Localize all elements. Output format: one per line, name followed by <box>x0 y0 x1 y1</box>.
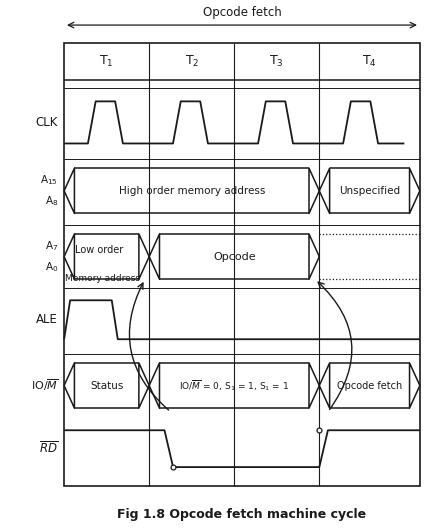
Text: A$_{7}$: A$_{7}$ <box>45 239 58 253</box>
Text: T$_4$: T$_4$ <box>362 54 377 69</box>
Text: A$_{8}$: A$_{8}$ <box>45 195 58 208</box>
Text: IO/$\overline{M}$ = 0, S$_1$ = 1, S$_1$ = 1: IO/$\overline{M}$ = 0, S$_1$ = 1, S$_1$ … <box>179 378 289 393</box>
Text: Low order: Low order <box>75 245 123 256</box>
Text: Status: Status <box>90 380 123 390</box>
Text: T$_3$: T$_3$ <box>269 54 284 69</box>
Text: T$_2$: T$_2$ <box>184 54 199 69</box>
Text: A$_{15}$: A$_{15}$ <box>40 174 58 187</box>
Text: High order memory address: High order memory address <box>119 186 265 196</box>
Text: $\overline{RD}$: $\overline{RD}$ <box>39 441 58 457</box>
Text: ALE: ALE <box>36 313 58 326</box>
Text: Opcode: Opcode <box>213 252 256 262</box>
Bar <box>64 43 420 486</box>
Text: Opcode fetch: Opcode fetch <box>202 6 281 19</box>
Text: IO/$\overline{M}$: IO/$\overline{M}$ <box>31 378 58 394</box>
Text: T$_1$: T$_1$ <box>99 54 114 69</box>
Text: Memory address: Memory address <box>65 274 140 283</box>
Text: Opcode fetch: Opcode fetch <box>337 380 402 390</box>
Text: A$_{0}$: A$_{0}$ <box>45 260 58 274</box>
Text: Unspecified: Unspecified <box>339 186 400 196</box>
Text: Fig 1.8 Opcode fetch machine cycle: Fig 1.8 Opcode fetch machine cycle <box>117 508 366 521</box>
Text: CLK: CLK <box>36 116 58 129</box>
